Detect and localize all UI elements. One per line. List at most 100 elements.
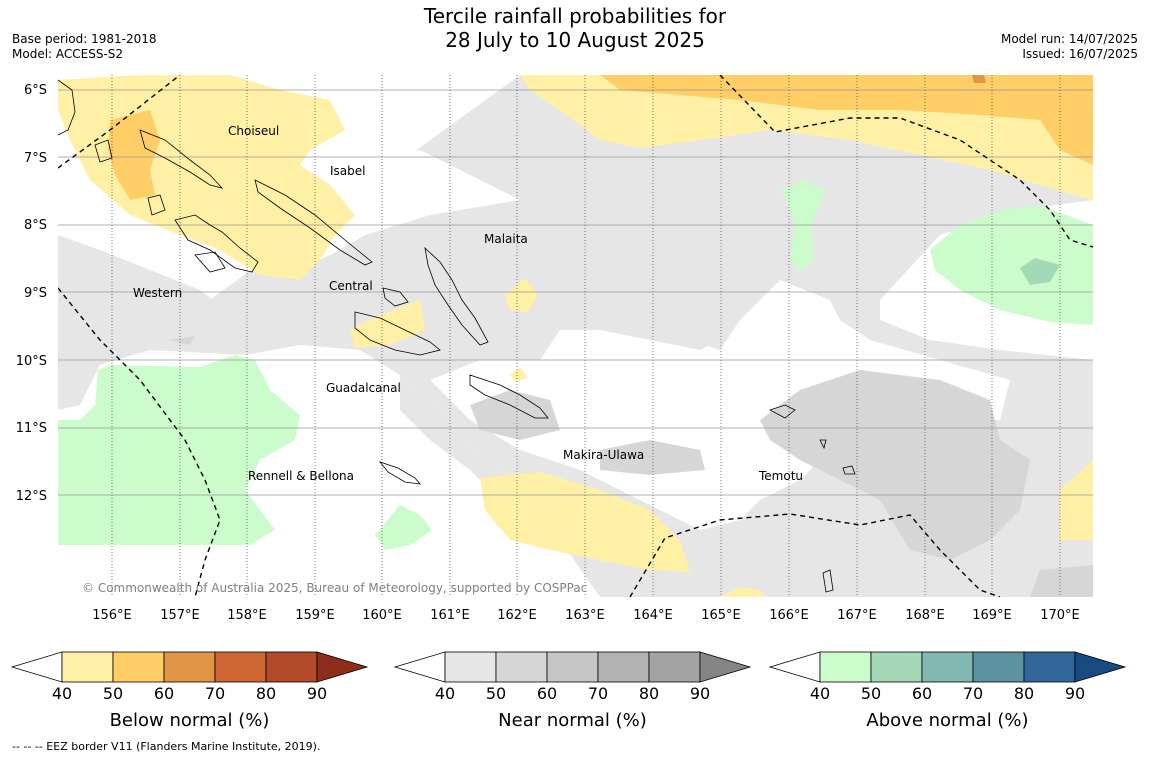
lat-label: 7°S bbox=[24, 151, 47, 166]
colorbar-tick: 70 bbox=[963, 684, 983, 703]
isabel-island bbox=[254, 179, 373, 266]
colorbar-tick: 40 bbox=[52, 684, 72, 703]
model-name: Model: ACCESS-S2 bbox=[12, 47, 124, 61]
colorbar-tick: 70 bbox=[205, 684, 225, 703]
colorbar-near: 40 50 60 70 80 90 Near normal (%) bbox=[393, 651, 752, 731]
province-label: Guadalcanal bbox=[326, 381, 401, 395]
colorbar-swatch bbox=[546, 651, 599, 683]
lon-label: 158°E bbox=[227, 608, 267, 623]
lon-label: 157°E bbox=[160, 608, 200, 623]
map-title: Tercile rainfall probabilities for 28 Ju… bbox=[0, 4, 1150, 52]
province-label: Choiseul bbox=[228, 124, 279, 138]
lon-label: 169°E bbox=[972, 608, 1012, 623]
above-normal-area-2 bbox=[930, 205, 1093, 325]
colorbar-swatch bbox=[265, 651, 318, 683]
province-label: Western bbox=[133, 286, 182, 300]
lon-label: 161°E bbox=[430, 608, 470, 623]
lat-labels: 6°S 7°S 8°S 9°S 10°S 11°S 12°S bbox=[16, 83, 47, 504]
province-label: Makira-Ulawa bbox=[563, 448, 644, 462]
lon-label: 164°E bbox=[633, 608, 673, 623]
lon-label: 168°E bbox=[905, 608, 945, 623]
central-islands bbox=[382, 287, 409, 307]
new-georgia-islands bbox=[174, 214, 259, 273]
colorbar-high-extend bbox=[1074, 651, 1127, 683]
colorbar-tick: 90 bbox=[1065, 684, 1085, 703]
province-label: Malaita bbox=[484, 232, 528, 246]
lat-label: 9°S bbox=[24, 286, 47, 301]
rennell-island bbox=[378, 461, 421, 485]
colorbar-tick: 60 bbox=[912, 684, 932, 703]
title-line-1: Tercile rainfall probabilities for bbox=[423, 4, 727, 28]
eez-footnote: -- -- -- EEZ border V11 (Flanders Marine… bbox=[12, 740, 321, 753]
eez-border bbox=[58, 75, 1093, 597]
lat-label: 11°S bbox=[16, 421, 47, 436]
coastlines bbox=[57, 79, 856, 593]
near-normal-darker bbox=[760, 370, 1030, 560]
lon-labels: 156°E 157°E 158°E 159°E 160°E 161°E 162°… bbox=[92, 608, 1080, 623]
lat-label: 6°S bbox=[24, 83, 47, 98]
map-fields bbox=[58, 75, 1093, 597]
base-period: Base period: 1981-2018 bbox=[12, 32, 157, 46]
lon-label: 167°E bbox=[837, 608, 877, 623]
colorbar-title: Below normal (%) bbox=[110, 710, 270, 731]
colorbar-tick: 90 bbox=[690, 684, 710, 703]
lon-label: 162°E bbox=[497, 608, 537, 623]
colorbar-swatch bbox=[214, 651, 267, 683]
lon-label: 166°E bbox=[769, 608, 809, 623]
colorbar-high-extend bbox=[316, 651, 369, 683]
choiseul-island bbox=[139, 129, 224, 189]
colorbar-tick: 90 bbox=[307, 684, 327, 703]
colorbars: 40 50 60 70 80 90 Below normal (%) 40 50 60 70 80 90… bbox=[10, 651, 1127, 731]
province-label: Isabel bbox=[330, 164, 365, 178]
province-labels: Choiseul Isabel Malaita Central Western … bbox=[133, 124, 803, 483]
colorbar-swatch bbox=[921, 651, 974, 683]
colorbar-tick: 50 bbox=[861, 684, 881, 703]
colorbar-swatch bbox=[972, 651, 1025, 683]
colorbar-tick: 50 bbox=[486, 684, 506, 703]
lat-label: 10°S bbox=[16, 354, 47, 369]
colorbar-low-extend bbox=[10, 651, 63, 683]
lon-label: 160°E bbox=[362, 608, 402, 623]
lon-label: 156°E bbox=[92, 608, 132, 623]
colorbar-low-extend bbox=[393, 651, 446, 683]
colorbar-swatch bbox=[112, 651, 165, 683]
colorbar-swatch bbox=[1023, 651, 1076, 683]
title-line-2: 28 July to 10 August 2025 bbox=[445, 28, 705, 52]
colorbar-above: 40 50 60 70 80 90 Above normal (%) bbox=[768, 651, 1127, 731]
guadalcanal-island bbox=[354, 311, 441, 356]
lat-label: 8°S bbox=[24, 218, 47, 233]
malaita-island bbox=[424, 246, 489, 346]
colorbar-swatch bbox=[819, 651, 872, 683]
colorbar-tick: 60 bbox=[154, 684, 174, 703]
above-normal-area bbox=[58, 355, 300, 545]
colorbar-swatch bbox=[648, 651, 701, 683]
gridlines bbox=[58, 89, 1093, 496]
colorbar-swatch bbox=[444, 651, 497, 683]
above-normal-darker bbox=[1020, 258, 1060, 285]
colorbar-swatch bbox=[495, 651, 548, 683]
colorbar-swatch bbox=[597, 651, 650, 683]
colorbar-tick: 80 bbox=[639, 684, 659, 703]
copyright-text: © Commonwealth of Australia 2025, Bureau… bbox=[82, 581, 587, 595]
colorbar-tick: 40 bbox=[810, 684, 830, 703]
colorbar-high-extend bbox=[699, 651, 752, 683]
issued-date: Issued: 16/07/2025 bbox=[1022, 47, 1138, 61]
colorbar-swatch bbox=[61, 651, 114, 683]
colorbar-low-extend bbox=[768, 651, 821, 683]
province-label: Rennell & Bellona bbox=[248, 469, 354, 483]
lon-label: 163°E bbox=[565, 608, 605, 623]
meta-left: Base period: 1981-2018 Model: ACCESS-S2 bbox=[12, 32, 157, 62]
colorbar-title: Near normal (%) bbox=[498, 710, 647, 731]
colorbar-tick: 80 bbox=[256, 684, 276, 703]
makira-island bbox=[469, 374, 549, 419]
lon-label: 159°E bbox=[295, 608, 335, 623]
province-label: Central bbox=[329, 279, 373, 293]
colorbar-tick: 60 bbox=[537, 684, 557, 703]
santa-cruz-islands bbox=[768, 404, 796, 419]
colorbar-tick: 50 bbox=[103, 684, 123, 703]
meta-right: Model run: 14/07/2025 Issued: 16/07/2025 bbox=[1001, 32, 1138, 62]
colorbar-tick: 70 bbox=[588, 684, 608, 703]
below-normal-darker bbox=[600, 75, 1093, 165]
lon-label: 165°E bbox=[701, 608, 741, 623]
